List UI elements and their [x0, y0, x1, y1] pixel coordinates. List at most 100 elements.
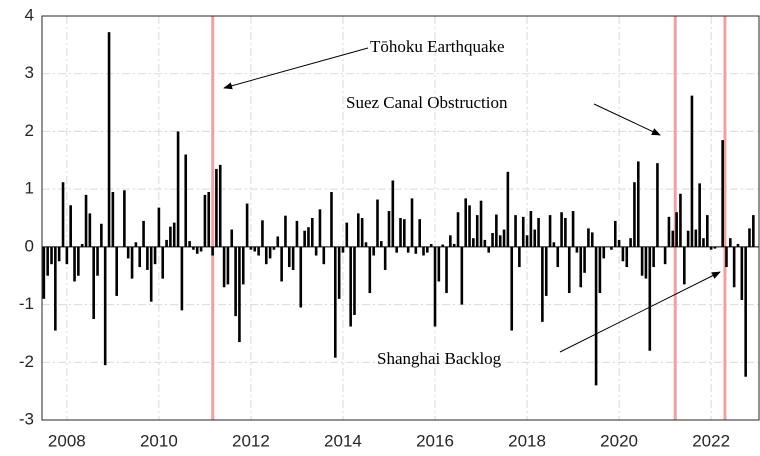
bar [88, 213, 92, 247]
bar [345, 222, 349, 247]
bar [452, 243, 456, 247]
bar [54, 246, 57, 331]
bar [291, 246, 295, 270]
bar [483, 239, 487, 247]
bar [640, 246, 644, 276]
bar [744, 246, 747, 377]
bar [441, 244, 445, 247]
bar [464, 198, 468, 247]
bar [449, 235, 452, 247]
bar [694, 229, 698, 247]
bar [264, 246, 268, 265]
bar [713, 246, 717, 249]
bar [594, 246, 598, 386]
bar [721, 140, 724, 247]
bar [391, 180, 395, 247]
bar [249, 246, 253, 250]
bar [698, 183, 701, 247]
x-tick-label: 2012 [232, 431, 270, 450]
x-tick-label: 2022 [692, 431, 730, 450]
bar [364, 242, 368, 247]
bar [330, 192, 333, 247]
bar [395, 246, 398, 253]
bar [92, 246, 95, 319]
bar [399, 218, 402, 247]
bar [100, 223, 103, 247]
bar [107, 32, 111, 247]
bar [498, 235, 502, 247]
x-tick-label: 2008 [48, 431, 86, 450]
bar [215, 168, 218, 247]
bar [241, 246, 245, 285]
bar [690, 95, 694, 247]
bar [211, 246, 214, 256]
bar [426, 246, 429, 253]
y-tick-label: -2 [19, 352, 34, 371]
bar [663, 246, 667, 265]
bar [598, 246, 602, 294]
bar [57, 246, 61, 262]
bar [280, 246, 283, 282]
bar [383, 246, 387, 270]
bar [123, 190, 126, 247]
bar [153, 246, 157, 265]
bar [368, 246, 372, 294]
bar [422, 246, 425, 256]
plot-frame [41, 15, 760, 421]
bar [706, 215, 709, 247]
bar [510, 246, 514, 331]
bar [560, 212, 563, 247]
bar [314, 246, 318, 256]
bar [299, 246, 303, 308]
bar [188, 241, 191, 247]
bar [42, 246, 46, 299]
bar [521, 216, 525, 247]
bar [161, 246, 165, 279]
x-tick-label: 2018 [508, 431, 546, 450]
bar [360, 218, 364, 247]
bar [157, 207, 161, 247]
bar [192, 246, 195, 250]
bar [679, 193, 682, 247]
bar [709, 246, 713, 250]
bar [130, 246, 134, 279]
bar [284, 215, 287, 247]
bar [356, 213, 360, 247]
bar [644, 246, 648, 279]
bar [748, 228, 751, 247]
bar [380, 241, 383, 247]
bar [533, 229, 537, 247]
bar [138, 246, 142, 268]
bar [199, 246, 203, 252]
bar [307, 227, 310, 247]
bar [341, 246, 345, 253]
bar [333, 246, 337, 358]
y-tick-label: 4 [25, 5, 34, 24]
bar [752, 215, 755, 247]
bar [456, 212, 460, 247]
arrow [223, 47, 369, 90]
bar [548, 215, 552, 247]
bar [590, 232, 594, 247]
bar [226, 246, 230, 285]
bar [169, 226, 172, 247]
bar [195, 246, 199, 254]
bar [583, 246, 586, 273]
bar [111, 192, 115, 247]
bar [230, 229, 234, 247]
bar [740, 246, 744, 300]
bar [103, 246, 107, 366]
bar [261, 220, 264, 247]
bar [636, 161, 640, 247]
bar [203, 194, 207, 247]
bar [556, 246, 560, 268]
bar [96, 246, 99, 276]
bar [491, 233, 494, 247]
bar [437, 246, 441, 282]
bar [65, 246, 69, 265]
bar [80, 243, 84, 247]
annotation: Tōhoku Earthquake [370, 37, 505, 56]
bar [50, 246, 53, 265]
bar [295, 220, 299, 247]
bar [372, 246, 375, 256]
